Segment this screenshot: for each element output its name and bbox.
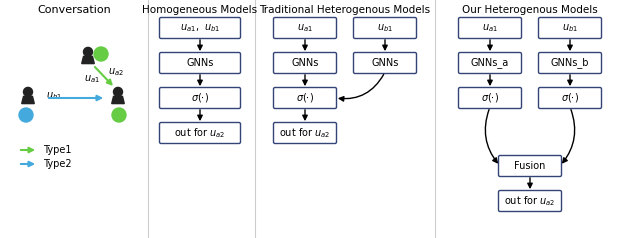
Text: $u_{a1}$,  $u_{b1}$: $u_{a1}$, $u_{b1}$ <box>180 22 220 34</box>
Text: Type1: Type1 <box>43 145 72 155</box>
FancyBboxPatch shape <box>538 18 602 39</box>
FancyBboxPatch shape <box>458 18 522 39</box>
FancyBboxPatch shape <box>159 88 241 109</box>
Text: $u_{a1}$: $u_{a1}$ <box>84 73 100 85</box>
FancyBboxPatch shape <box>273 18 337 39</box>
FancyBboxPatch shape <box>273 88 337 109</box>
FancyBboxPatch shape <box>159 53 241 74</box>
FancyBboxPatch shape <box>159 123 241 144</box>
FancyBboxPatch shape <box>458 88 522 109</box>
Circle shape <box>24 87 33 96</box>
Circle shape <box>83 47 93 56</box>
Polygon shape <box>22 96 35 104</box>
Text: $u_{a2}$: $u_{a2}$ <box>108 66 124 78</box>
FancyBboxPatch shape <box>353 53 417 74</box>
Text: $\sigma\left(\cdot\right)$: $\sigma\left(\cdot\right)$ <box>296 91 314 104</box>
Circle shape <box>94 47 108 61</box>
Text: out for $u_{a2}$: out for $u_{a2}$ <box>279 126 331 140</box>
Text: Conversation: Conversation <box>37 5 111 15</box>
Text: $u_{b1}$: $u_{b1}$ <box>377 22 393 34</box>
Circle shape <box>19 108 33 122</box>
Text: $u_{b1}$: $u_{b1}$ <box>46 90 62 102</box>
Text: Type2: Type2 <box>43 159 72 169</box>
FancyBboxPatch shape <box>159 18 241 39</box>
Text: Fusion: Fusion <box>515 161 546 171</box>
FancyBboxPatch shape <box>538 53 602 74</box>
FancyBboxPatch shape <box>273 53 337 74</box>
Text: $\sigma\left(\cdot\right)$: $\sigma\left(\cdot\right)$ <box>481 91 499 104</box>
FancyBboxPatch shape <box>499 155 561 177</box>
Text: $\sigma\left(\cdot\right)$: $\sigma\left(\cdot\right)$ <box>191 91 209 104</box>
FancyBboxPatch shape <box>499 190 561 212</box>
Text: Our Heterogenous Models: Our Heterogenous Models <box>462 5 598 15</box>
Text: $\sigma\left(\cdot\right)$: $\sigma\left(\cdot\right)$ <box>561 91 579 104</box>
Text: GNNs: GNNs <box>186 58 214 68</box>
Text: $u_{a1}$: $u_{a1}$ <box>482 22 498 34</box>
Text: out for $u_{a2}$: out for $u_{a2}$ <box>174 126 226 140</box>
Text: GNNs_b: GNNs_b <box>551 58 589 69</box>
Text: out for $u_{a2}$: out for $u_{a2}$ <box>504 194 556 208</box>
Text: Homogeneous Models: Homogeneous Models <box>143 5 257 15</box>
Text: Traditional Heterogenous Models: Traditional Heterogenous Models <box>259 5 431 15</box>
Text: GNNs_a: GNNs_a <box>471 58 509 69</box>
FancyBboxPatch shape <box>458 53 522 74</box>
FancyBboxPatch shape <box>273 123 337 144</box>
Polygon shape <box>112 96 124 104</box>
Polygon shape <box>82 56 94 64</box>
Text: $u_{a1}$: $u_{a1}$ <box>297 22 313 34</box>
Text: GNNs: GNNs <box>291 58 319 68</box>
Circle shape <box>113 87 122 96</box>
Circle shape <box>112 108 126 122</box>
Text: GNNs: GNNs <box>371 58 399 68</box>
Text: $u_{b1}$: $u_{b1}$ <box>562 22 578 34</box>
FancyBboxPatch shape <box>538 88 602 109</box>
FancyBboxPatch shape <box>353 18 417 39</box>
